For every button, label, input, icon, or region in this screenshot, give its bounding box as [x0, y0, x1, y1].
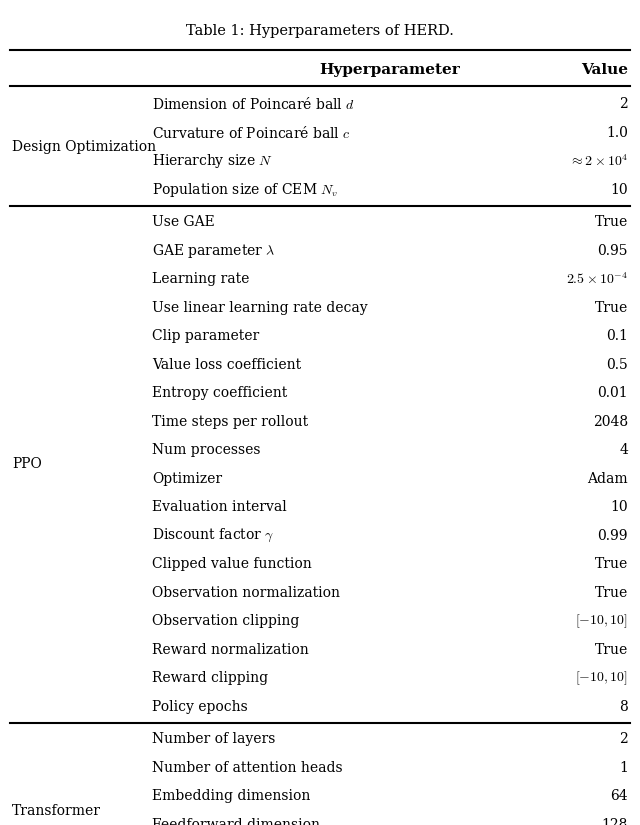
- Text: Design Optimization: Design Optimization: [12, 140, 156, 154]
- Text: 0.5: 0.5: [606, 358, 628, 372]
- Text: Reward clipping: Reward clipping: [152, 672, 268, 686]
- Text: Number of layers: Number of layers: [152, 733, 275, 747]
- Text: $\approx 2 \times 10^4$: $\approx 2 \times 10^4$: [568, 153, 628, 169]
- Text: 10: 10: [611, 500, 628, 514]
- Text: Clipped value function: Clipped value function: [152, 557, 312, 571]
- Text: True: True: [595, 557, 628, 571]
- Text: $[-10, 10]$: $[-10, 10]$: [575, 612, 628, 630]
- Text: Dimension of Poincaré ball $d$: Dimension of Poincaré ball $d$: [152, 97, 355, 112]
- Text: 2: 2: [620, 97, 628, 111]
- Text: Optimizer: Optimizer: [152, 472, 222, 486]
- Text: Number of attention heads: Number of attention heads: [152, 761, 342, 775]
- Text: PPO: PPO: [12, 458, 42, 472]
- Text: 0.01: 0.01: [597, 386, 628, 400]
- Text: Embedding dimension: Embedding dimension: [152, 790, 310, 804]
- Text: 0.95: 0.95: [598, 243, 628, 257]
- Text: Discount factor $\gamma$: Discount factor $\gamma$: [152, 527, 275, 544]
- Text: Hyperparameter: Hyperparameter: [319, 63, 460, 77]
- Text: Curvature of Poincaré ball $c$: Curvature of Poincaré ball $c$: [152, 125, 351, 141]
- Text: True: True: [595, 215, 628, 229]
- Text: 128: 128: [602, 818, 628, 825]
- Text: Reward normalization: Reward normalization: [152, 643, 308, 657]
- Text: True: True: [595, 643, 628, 657]
- Text: Value loss coefficient: Value loss coefficient: [152, 358, 301, 372]
- Text: Clip parameter: Clip parameter: [152, 329, 259, 343]
- Text: Observation normalization: Observation normalization: [152, 586, 340, 600]
- Text: 1.0: 1.0: [606, 125, 628, 139]
- Text: Time steps per rollout: Time steps per rollout: [152, 415, 308, 429]
- Text: 8: 8: [620, 700, 628, 714]
- Text: Use GAE: Use GAE: [152, 215, 215, 229]
- Text: Use linear learning rate decay: Use linear learning rate decay: [152, 301, 367, 315]
- Text: Transformer: Transformer: [12, 804, 101, 818]
- Text: Num processes: Num processes: [152, 443, 260, 457]
- Text: Hierarchy size $N$: Hierarchy size $N$: [152, 153, 273, 170]
- Text: $2.5 \times 10^{-4}$: $2.5 \times 10^{-4}$: [566, 271, 628, 287]
- Text: True: True: [595, 586, 628, 600]
- Text: Observation clipping: Observation clipping: [152, 615, 300, 629]
- Text: Adam: Adam: [588, 472, 628, 486]
- Text: Feedforward dimension: Feedforward dimension: [152, 818, 320, 825]
- Text: Value: Value: [581, 63, 628, 77]
- Text: 1: 1: [619, 761, 628, 775]
- Text: 0.99: 0.99: [598, 529, 628, 543]
- Text: 2048: 2048: [593, 415, 628, 429]
- Text: Table 1: Hyperparameters of HERD.: Table 1: Hyperparameters of HERD.: [186, 24, 454, 38]
- Text: Policy epochs: Policy epochs: [152, 700, 248, 714]
- Text: 10: 10: [611, 183, 628, 196]
- Text: Learning rate: Learning rate: [152, 272, 250, 286]
- Text: 2: 2: [620, 733, 628, 747]
- Text: GAE parameter $\lambda$: GAE parameter $\lambda$: [152, 242, 276, 260]
- Text: $[-10, 10]$: $[-10, 10]$: [575, 669, 628, 687]
- Text: Entropy coefficient: Entropy coefficient: [152, 386, 287, 400]
- Text: Evaluation interval: Evaluation interval: [152, 500, 287, 514]
- Text: 0.1: 0.1: [606, 329, 628, 343]
- Text: 64: 64: [611, 790, 628, 804]
- Text: 4: 4: [619, 443, 628, 457]
- Text: Population size of CEM $N_v$: Population size of CEM $N_v$: [152, 181, 339, 199]
- Text: True: True: [595, 301, 628, 315]
